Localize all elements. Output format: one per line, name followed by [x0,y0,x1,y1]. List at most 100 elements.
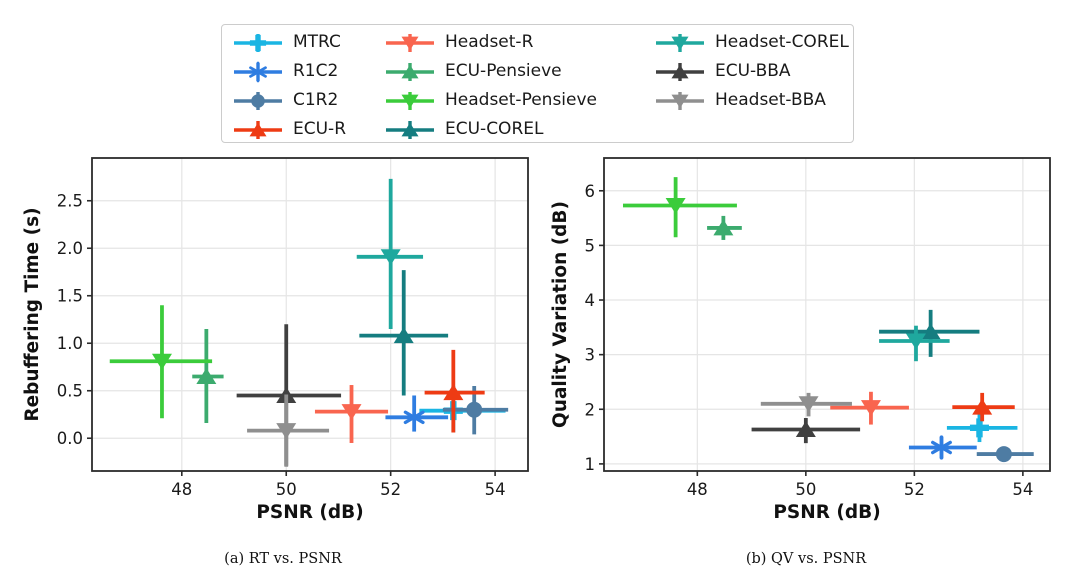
legend-errorbar-sample-icon [656,33,704,52]
legend-item-MTRC: MTRC [232,28,384,57]
legend: MTRC R1C2 C1R2 ECU-R Headset-R ECU-Pensieve He… [221,24,854,143]
y-tick-label: 1.0 [57,334,83,353]
legend-item-label: ECU-Pensieve [445,61,562,81]
series-Headset-BBA [760,392,852,417]
legend-errorbar-sample-icon [656,91,704,110]
asterisk-marker-icon [249,61,267,82]
axis-ticks: 48 50 52 54 1 2 3 4 5 6 [585,182,1034,499]
triangle-down-marker-icon [671,94,689,108]
legend-errorbar-sample-icon [234,120,282,139]
legend-item-ECU-COREL: ECU-COREL [384,115,654,144]
plot-border [91,157,529,472]
legend-errorbar-sample-icon [234,61,282,82]
triangle-up-marker-icon [795,420,816,437]
y-axis-label: Rebuffering Time (s) [22,207,43,421]
y-tick-label: 2 [585,400,596,419]
asterisk-marker-icon [931,435,952,460]
x-axis-label: PSNR (dB) [773,502,880,523]
legend-column-3: Headset-COREL ECU-BBA Headset-BBA [654,28,849,115]
series-ECU-COREL [359,270,449,396]
plus-marker-icon [249,34,267,51]
legend-errorbar-sample-icon [386,120,434,139]
circle-marker-icon [995,446,1012,463]
plot-area [604,158,1050,471]
y-tick-label: 5 [585,236,596,255]
series-C1R2 [976,446,1034,463]
triangle-down-marker-icon [380,249,401,266]
y-tick-label: 3 [585,346,596,365]
triangle-down-marker-icon [276,423,297,440]
plot-area [92,158,528,471]
series-Headset-COREL [356,178,424,329]
legend-errorbar-sample-icon [386,33,434,52]
series-R1C2 [908,435,977,460]
legend-errorbar-sample-icon [386,91,434,110]
caption-right: (b) QV vs. PSNR [745,551,867,567]
triangle-down-marker-icon [401,94,419,108]
legend-item-label: Headset-COREL [715,32,849,52]
legend-item-label: ECU-COREL [445,119,544,139]
legend-item-ECU-BBA: ECU-BBA [654,57,849,86]
triangle-up-marker-icon [972,398,993,415]
triangle-down-marker-icon [905,333,926,350]
triangle-up-marker-icon [920,323,941,340]
y-tick-label: 2.5 [57,192,83,211]
triangle-down-marker-icon [341,404,362,421]
x-tick-label: 48 [171,480,192,499]
triangle-down-marker-icon [665,198,686,215]
series-Headset-R [314,385,389,443]
y-tick-label: 6 [585,182,596,201]
series-Headset-Pensieve [109,305,213,419]
triangle-up-marker-icon [671,64,689,78]
legend-item-Headset-Pensieve: Headset-Pensieve [384,86,654,115]
y-tick-label: 2.0 [57,239,83,258]
x-tick-label: 52 [380,480,401,499]
triangle-up-marker-icon [393,327,414,344]
y-tick-label: 1 [585,455,596,474]
triangle-up-marker-icon [401,64,419,78]
series-ECU-BBA [751,418,861,444]
triangle-up-marker-icon [713,219,734,236]
legend-errorbar-sample-icon [656,62,704,81]
x-tick-label: 54 [485,480,506,499]
series-Headset-R [830,391,909,425]
series-MTRC [946,413,1018,443]
series-ECU-Pensieve [707,215,742,240]
triangle-down-marker-icon [671,36,689,50]
legend-item-C1R2: C1R2 [232,86,384,115]
legend-item-label: Headset-BBA [715,90,826,110]
circle-marker-icon [251,93,265,108]
series-ECU-R [952,392,1015,422]
asterisk-marker-icon [403,405,425,430]
triangle-down-marker-icon [401,36,419,50]
y-tick-label: 1.5 [57,287,83,306]
series-ECU-COREL [879,309,980,357]
plus-marker-icon [969,418,989,438]
legend-errorbar-sample-icon [234,91,282,110]
legend-item-R1C2: R1C2 [232,57,384,86]
x-tick-label: 54 [1012,480,1033,499]
legend-item-label: R1C2 [293,61,339,81]
legend-errorbar-sample-icon [234,33,282,52]
legend-item-label: Headset-R [445,32,534,52]
triangle-up-marker-icon [401,122,419,136]
chart-qv-vs-psnr: 48 50 52 54 1 2 3 4 5 6 PSNR (dB) Quality Variation… [550,157,1051,523]
x-tick-label: 48 [687,480,708,499]
plot-border [603,157,1051,472]
circle-marker-icon [466,401,483,418]
legend-errorbar-sample-icon [386,62,434,81]
series-ECU-Pensieve [192,328,224,424]
triangle-up-marker-icon [196,367,217,384]
legend-item-label: ECU-R [293,119,347,139]
legend-column-1: MTRC R1C2 C1R2 ECU-R [232,28,384,144]
series-R1C2 [385,395,449,432]
legend-item-Headset-R: Headset-R [384,28,654,57]
legend-item-label: Headset-Pensieve [445,90,598,110]
legend-item-ECU-R: ECU-R [232,115,384,144]
x-tick-label: 50 [276,480,297,499]
series-Headset-COREL [879,325,950,362]
y-axis-label: Quality Variation (dB) [550,201,571,428]
x-tick-label: 50 [795,480,816,499]
y-tick-label: 0.5 [57,382,83,401]
